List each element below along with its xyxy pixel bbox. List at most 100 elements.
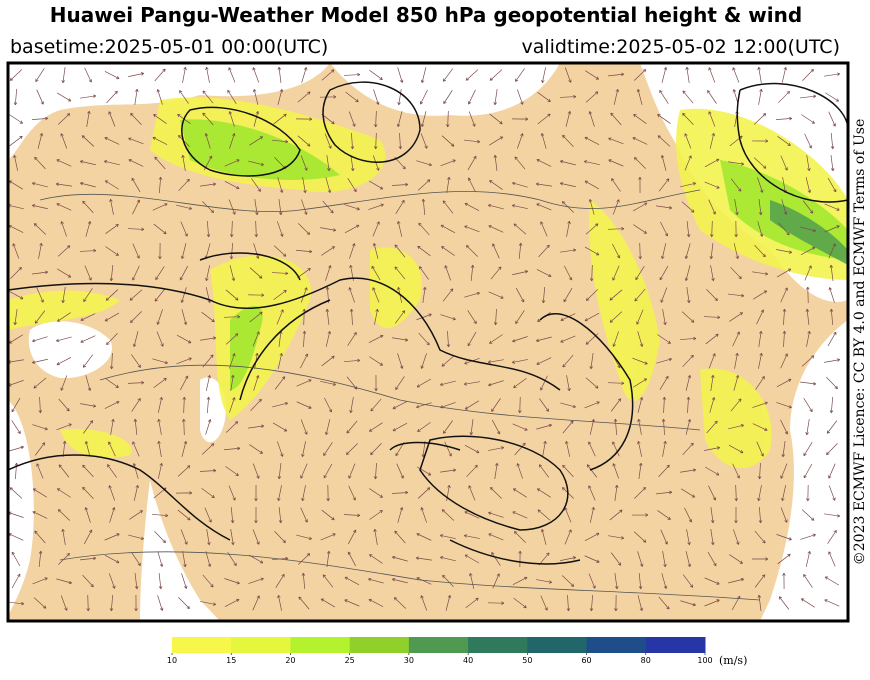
wind-arrow [636,309,644,325]
wind-arrow [729,554,743,564]
wind-arrow [728,578,745,584]
wind-arrow [467,89,476,105]
wind-arrow [782,572,786,590]
wind-arrow [540,221,548,237]
wind-arrow [613,88,619,105]
wind-arrow [826,420,838,434]
wind-arrow [347,551,357,567]
wind-arrow [57,245,71,257]
wind-arrow [368,334,384,343]
wind-arrow [588,111,595,127]
wind-arrow [297,553,311,565]
wind-arrow [489,334,503,344]
wind-arrow [252,88,259,105]
wind-arrow [178,178,190,192]
wind-arrow [463,381,480,386]
wind-arrow [230,507,235,524]
wind-arrow [467,177,476,193]
wind-arrow [11,551,21,567]
wind-arrow [79,248,97,253]
wind-arrow [685,374,692,391]
wind-arrow [685,419,692,435]
wind-arrow [489,136,504,146]
wind-arrow [8,290,24,300]
wind-arrow [35,68,45,83]
wind-arrow [516,463,523,479]
wind-arrow [271,271,289,276]
wind-arrow [614,484,619,501]
wind-arrow [84,507,91,523]
wind-arrow [8,445,24,452]
wind-arrow [758,199,763,216]
wind-arrow [585,289,598,301]
wind-arrow [662,440,667,457]
wind-arrow [538,244,550,258]
wind-arrow [824,358,841,363]
wind-arrow [104,180,119,190]
wind-arrow [805,550,811,567]
wind-arrow [824,225,840,233]
wind-arrow [394,530,406,544]
wind-arrow [274,531,286,544]
wind-arrow [660,221,669,237]
wind-arrow [276,309,284,325]
wind-arrow [322,200,334,214]
wind-arrow [249,267,263,279]
wind-arrow [200,182,217,187]
wind-arrow [300,463,308,479]
wind-arrow [56,356,72,366]
wind-arrow [515,287,525,303]
wind-arrow [31,204,48,210]
wind-arrow [560,556,577,561]
wind-arrow [83,529,93,545]
wind-arrow [418,222,430,236]
wind-arrow [253,111,260,127]
wind-arrow [589,594,594,612]
wind-arrow [325,330,331,347]
colorbar-segment [231,637,291,653]
wind-arrow [343,358,361,363]
wind-arrow [542,440,547,457]
wind-arrow [109,265,114,282]
wind-arrow [57,509,71,521]
wind-arrow [637,418,642,435]
wind-arrow [300,507,308,523]
wind-arrow [104,71,120,80]
wind-arrow [158,573,163,590]
wind-arrow [518,396,522,414]
wind-arrow [13,309,18,326]
wind-arrow [708,485,717,501]
wind-arrow [805,177,812,194]
wind-arrow [781,66,787,83]
wind-arrow [128,72,145,77]
wind-arrow [440,468,457,473]
wind-arrow [516,89,524,105]
wind-arrow [441,135,455,147]
wind-arrow [104,554,120,564]
wind-arrow [680,488,696,498]
wind-arrow [493,154,498,171]
wind-arrow [443,90,453,105]
wind-arrow [202,201,214,213]
colorbar-label: 25 [345,656,355,665]
wind-arrow [586,464,598,478]
arctic-sea [8,63,330,160]
colorbar-segment [468,637,528,653]
title: Huawei Pangu-Weather Model 850 hPa geopo… [50,3,802,27]
wind-arrow [681,201,695,213]
wind-arrow [659,265,669,281]
wind-arrow [104,312,120,322]
wind-arrow [109,352,114,370]
wind-arrow [416,533,432,541]
wind-arrow [540,529,547,545]
wind-arrow [109,594,114,612]
wind-arrow [134,88,139,105]
wind-arrow [205,66,210,83]
wind-arrow [514,156,526,170]
wind-arrow [182,551,187,568]
wind-arrow [132,463,139,479]
wind-arrow [752,423,768,431]
wind-arrow [228,67,236,83]
wind-arrow [439,556,456,562]
wind-arrow [373,89,380,105]
